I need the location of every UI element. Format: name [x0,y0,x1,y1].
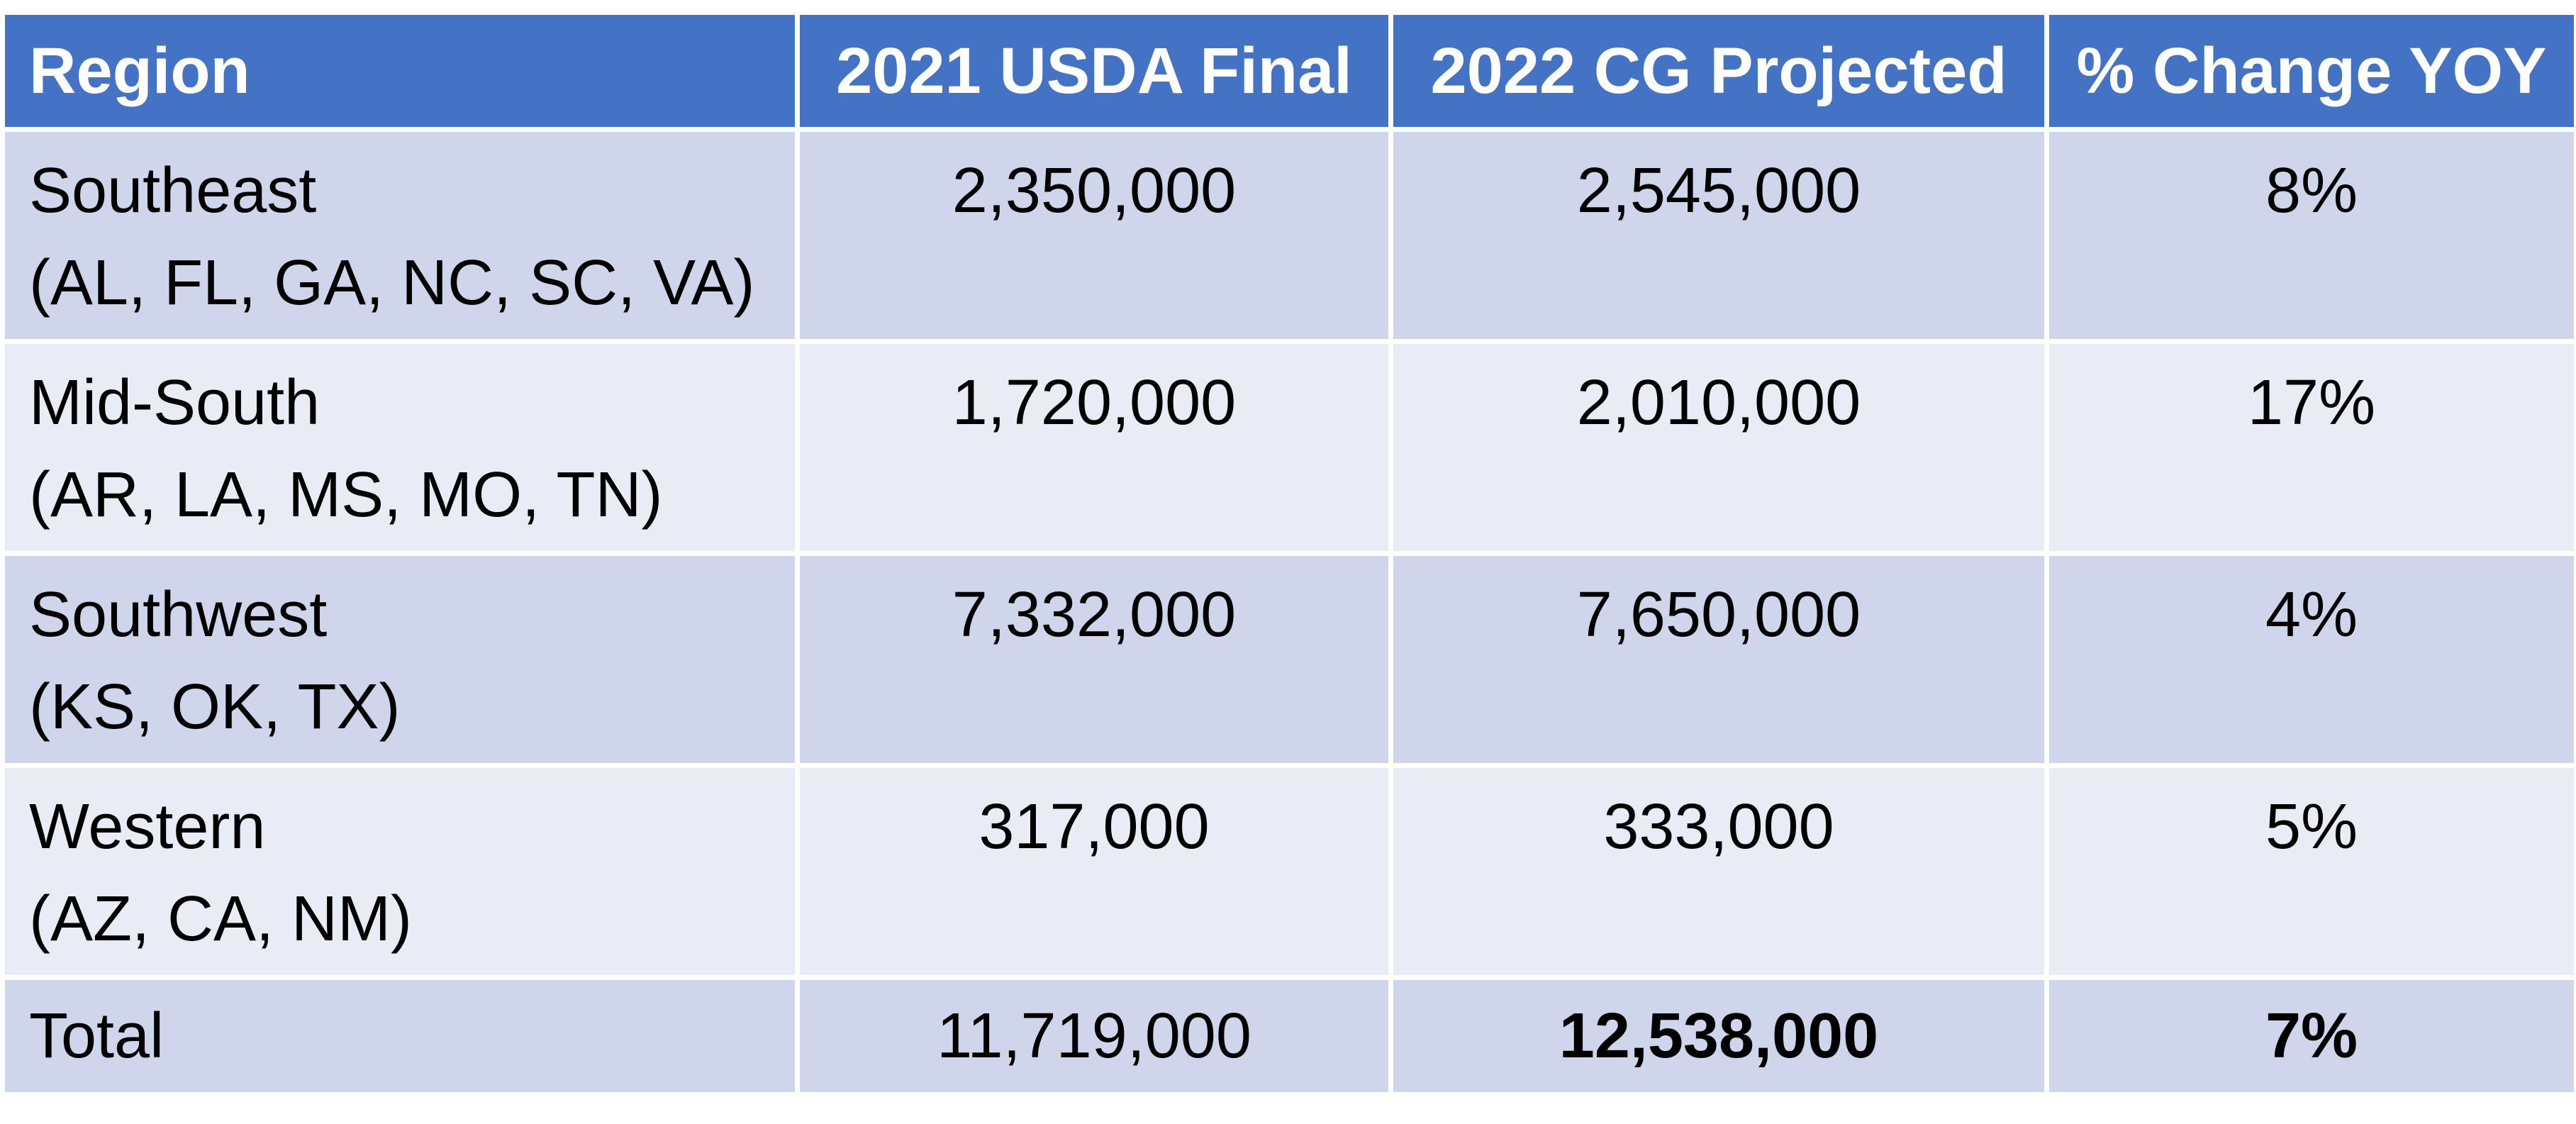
region-states: (AR, LA, MS, MO, TN) [29,460,663,530]
region-name: Western [29,791,266,862]
change-yoy-value: 8% [2049,132,2574,339]
region-name: Mid-South [29,367,320,438]
region-cell: Western (AZ, CA, NM) [5,768,795,975]
cg-2022-value: 2,545,000 [1393,132,2044,339]
table-row-southwest: Southwest (KS, OK, TX) 7,332,000 7,650,0… [5,556,2574,763]
region-cell: Southwest (KS, OK, TX) [5,556,795,763]
region-states: (AL, FL, GA, NC, SC, VA) [29,247,755,318]
cg-2022-value: 2,010,000 [1393,344,2044,551]
usda-2021-value: 317,000 [800,768,1388,975]
total-label: Total [5,980,795,1092]
total-change-yoy-value: 7% [2049,980,2574,1092]
total-usda-2021-value: 11,719,000 [800,980,1388,1092]
region-acreage-table: Region 2021 USDA Final 2022 CG Projected… [0,10,2576,1097]
cg-2022-value: 333,000 [1393,768,2044,975]
region-states: (KS, OK, TX) [29,672,401,742]
region-name: Southwest [29,579,328,650]
header-2021-usda-final: 2021 USDA Final [800,15,1388,127]
region-name: Southeast [29,155,317,226]
change-yoy-value: 4% [2049,556,2574,763]
region-states: (AZ, CA, NM) [29,884,412,955]
table-row-southeast: Southeast (AL, FL, GA, NC, SC, VA) 2,350… [5,132,2574,339]
total-cg-2022-value: 12,538,000 [1393,980,2044,1092]
change-yoy-value: 17% [2049,344,2574,551]
table-row-western: Western (AZ, CA, NM) 317,000 333,000 5% [5,768,2574,975]
header-region: Region [5,15,795,127]
table-row-total: Total 11,719,000 12,538,000 7% [5,980,2574,1092]
header-2022-cg-projected: 2022 CG Projected [1393,15,2044,127]
header-percent-change-yoy: % Change YOY [2049,15,2574,127]
usda-2021-value: 1,720,000 [800,344,1388,551]
usda-2021-value: 2,350,000 [800,132,1388,339]
table-row-mid-south: Mid-South (AR, LA, MS, MO, TN) 1,720,000… [5,344,2574,551]
header-row: Region 2021 USDA Final 2022 CG Projected… [5,15,2574,127]
cg-2022-value: 7,650,000 [1393,556,2044,763]
change-yoy-value: 5% [2049,768,2574,975]
region-cell: Southeast (AL, FL, GA, NC, SC, VA) [5,132,795,339]
usda-2021-value: 7,332,000 [800,556,1388,763]
region-cell: Mid-South (AR, LA, MS, MO, TN) [5,344,795,551]
